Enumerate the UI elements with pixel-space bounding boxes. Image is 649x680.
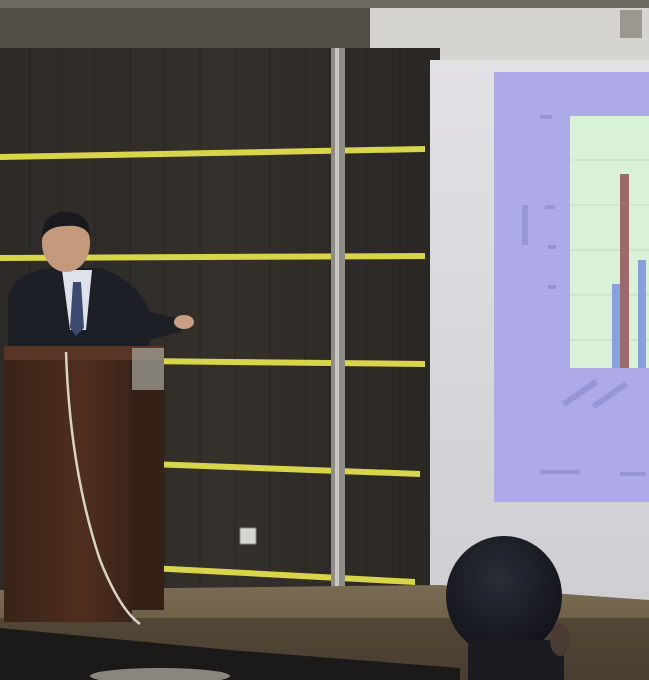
projection-screen [430, 60, 649, 600]
wall-outlet [239, 527, 257, 545]
wall-stripes [0, 146, 425, 585]
audience-member-head [446, 536, 570, 680]
podium [4, 346, 164, 626]
presenter [8, 212, 194, 350]
metal-pillar [331, 48, 345, 608]
front-table-edge [0, 628, 460, 680]
chair-top [90, 668, 230, 680]
projected-slide [494, 72, 649, 502]
